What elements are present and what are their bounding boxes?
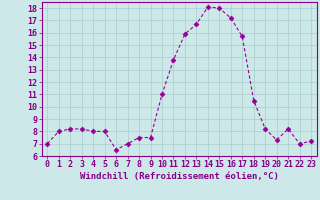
X-axis label: Windchill (Refroidissement éolien,°C): Windchill (Refroidissement éolien,°C) [80, 172, 279, 181]
